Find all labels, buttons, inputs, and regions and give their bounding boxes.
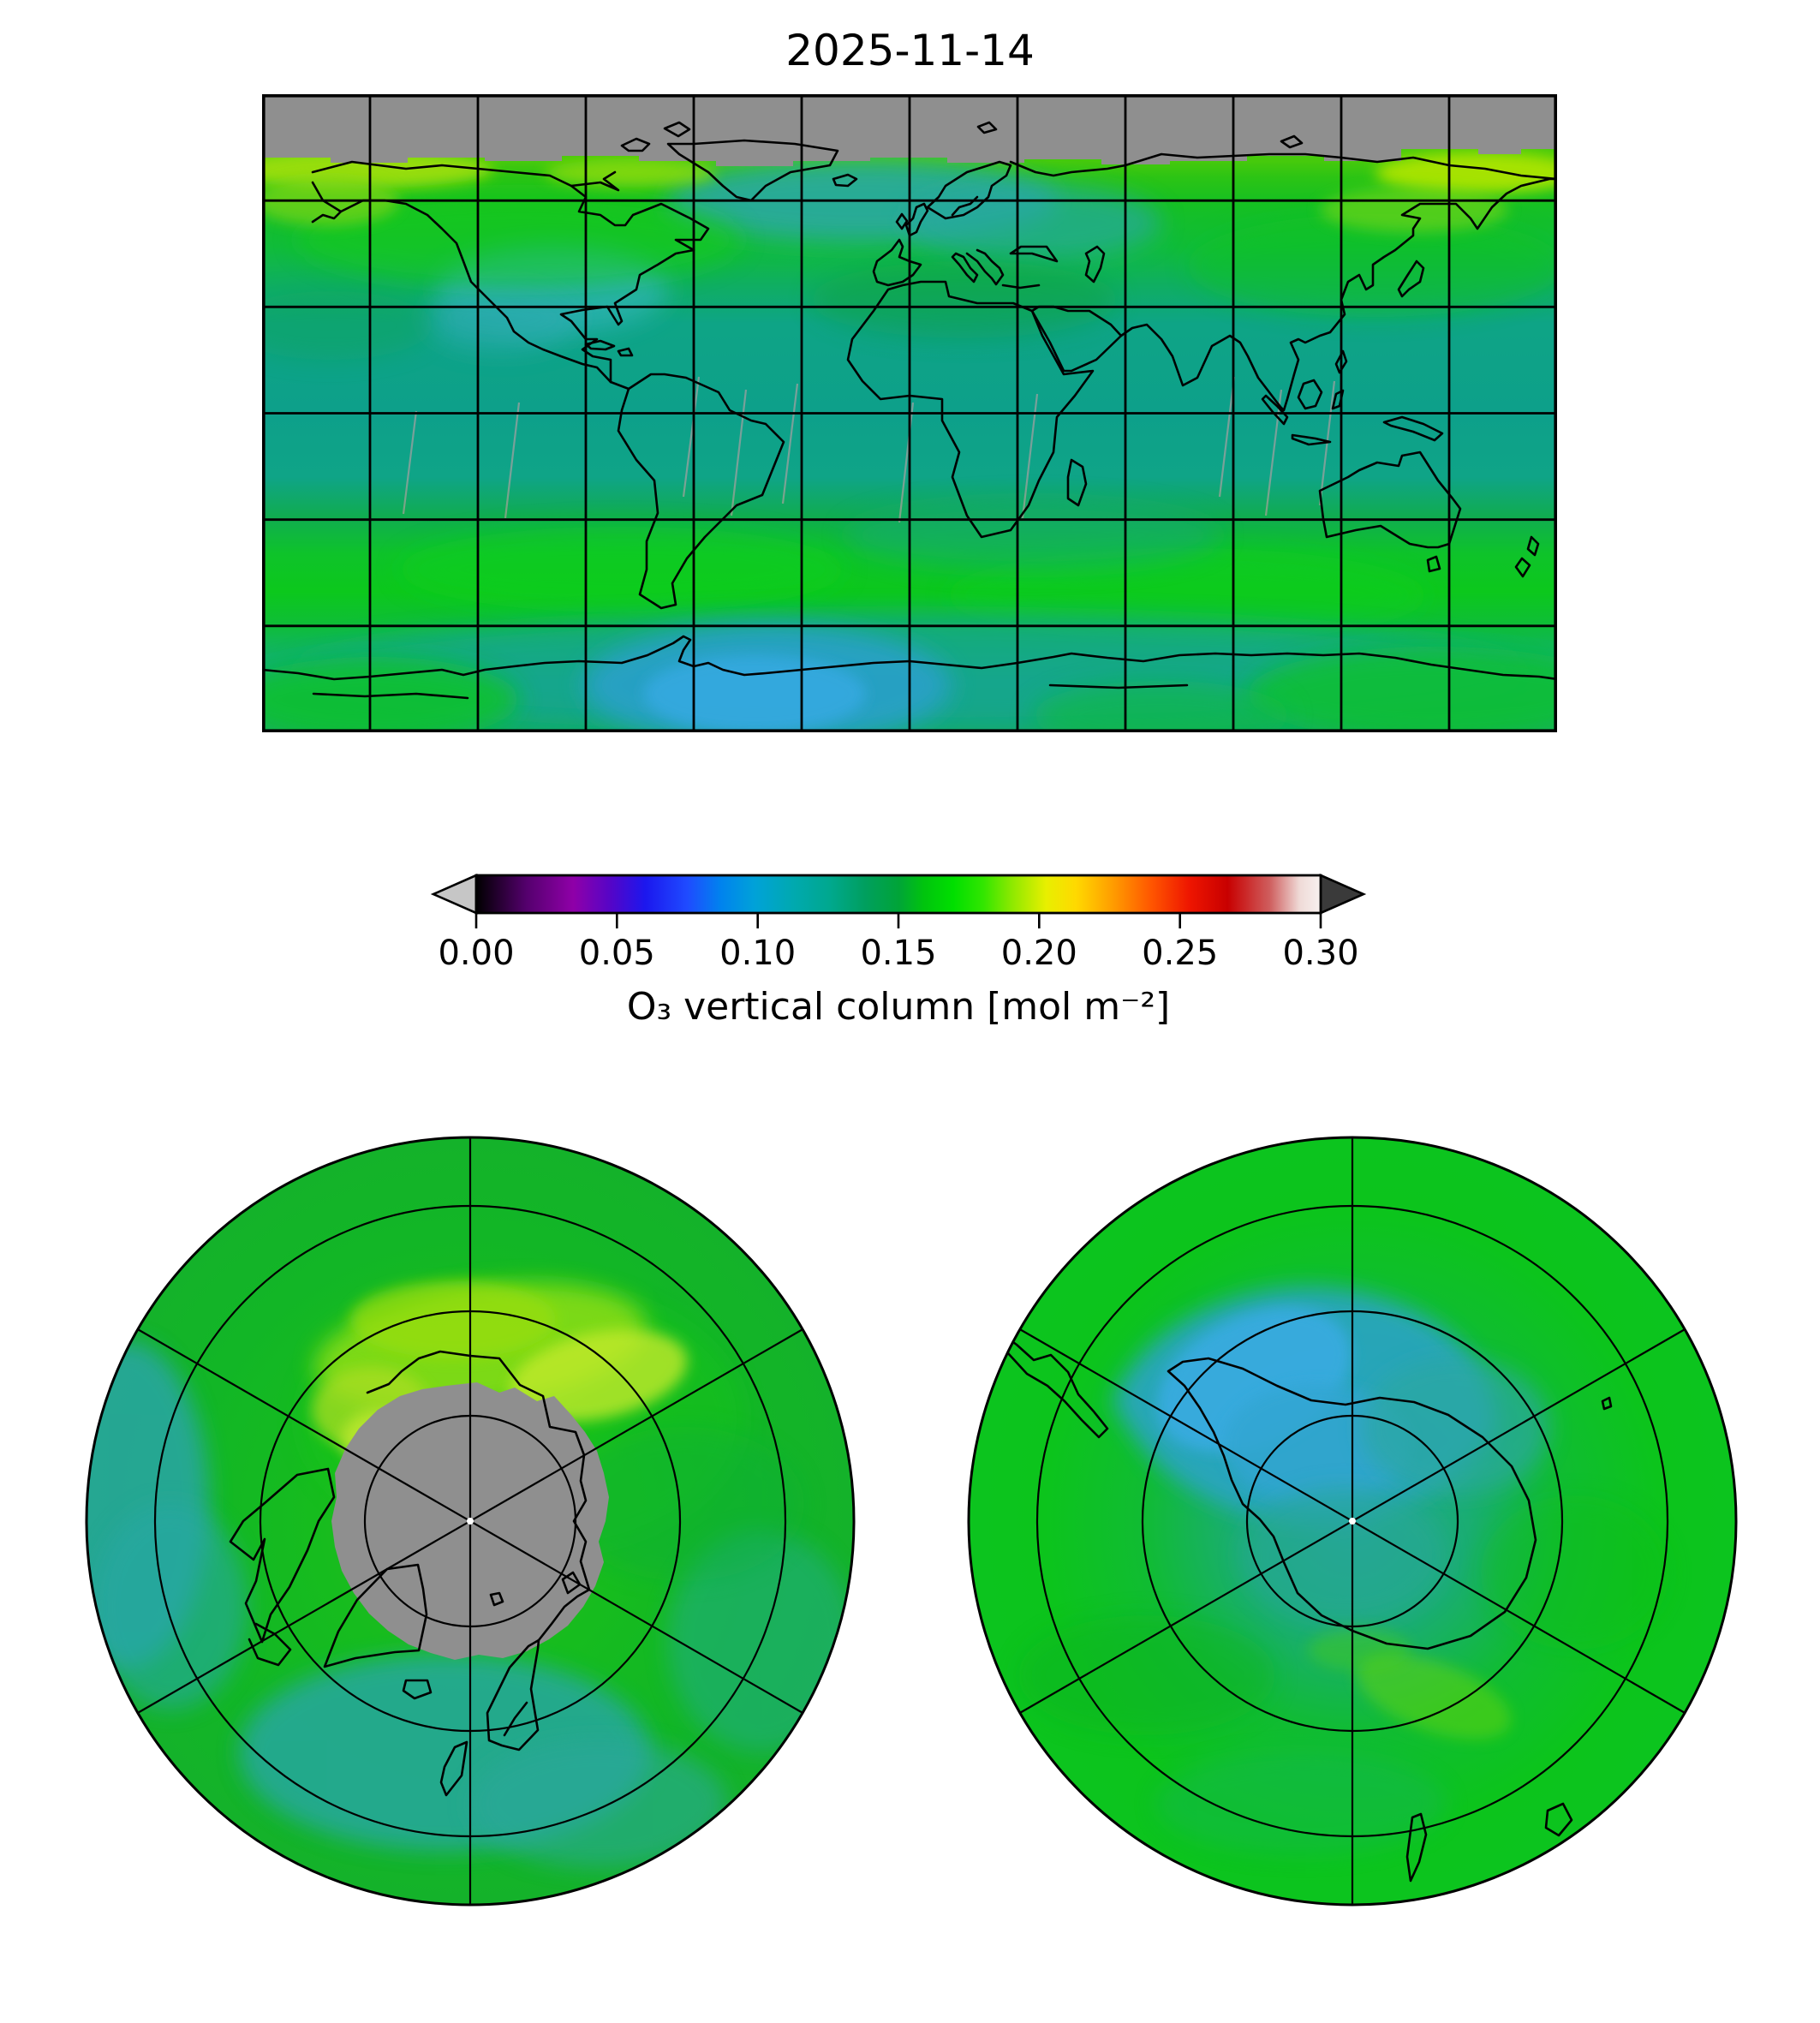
coastline-australia [1318,451,1462,549]
coastline-hispaniola [617,347,634,357]
coastline-sp-antarctica [1167,1357,1537,1650]
coastline-japan [1397,260,1425,298]
colorbar: 0.00 0.05 0.10 0.15 0.20 0.25 0.30 O₃ ve… [430,874,1367,1029]
colorbar-ticks [474,913,1322,928]
coastline-sp-south-america [996,1329,1109,1439]
coastline-black-sea [1009,245,1059,263]
coastline-philippines [1334,349,1348,374]
north-polar-panel [85,1136,856,1907]
coastline-new-guinea [1382,415,1444,442]
coastline-sp-small-island [1601,1396,1613,1411]
coastline-np-greenland [323,1563,428,1668]
figure-title: 2025-11-14 [785,26,1035,75]
coastlines [262,121,1557,700]
coastline-siberia-north [1009,152,1557,181]
coastline-scandinavia [926,160,1012,220]
coastline-cuba [584,339,616,351]
coastline-ireland [895,212,909,230]
coastline-italy [951,252,979,283]
coastline-antarctica [262,635,1557,681]
colorbar-tick-4: 0.20 [1001,934,1077,973]
coastline-south-america [617,373,785,610]
coastline-greece-balkans [965,248,1005,286]
coastline-arctic-islands [620,121,1304,152]
coastline-aleutians [311,210,343,224]
coastline-np-alaska [366,1350,472,1394]
map-anomaly-patches [262,151,1557,732]
coastline-svalbard [976,121,998,134]
coastline-borneo [1297,379,1323,410]
colorbar-tick-5: 0.25 [1142,934,1218,973]
coastline-tasmania [1426,555,1441,573]
north-pole-dot [467,1518,474,1525]
coastline-np-kola [537,1588,591,1642]
colorbar-tick-3: 0.15 [860,934,936,973]
coastline-new-zealand [1514,535,1540,578]
coastline-caspian [1084,245,1106,283]
coastline-south-asia [1119,177,1557,412]
colorbar-tick-1: 0.05 [579,934,655,973]
coastline-np-scandinavia [486,1638,540,1751]
south-polar-panel [967,1136,1738,1907]
coastline-np-baltic [503,1701,528,1737]
colorbar-over-arrow [1319,874,1367,915]
coastline-madagascar [1066,458,1088,507]
coastline-iberia-france [872,238,922,287]
coastline-java [1291,433,1332,446]
coastline-sp-new-zealand [1544,1802,1573,1837]
coastline-arctic-america [311,160,573,188]
north-boundary [85,1136,856,1907]
map-border [262,94,1557,732]
coastline-np-hudson [248,1622,292,1667]
south-coastlines [996,1329,1613,1883]
colorbar-axis-label: O₃ vertical column [mol m⁻²] [627,985,1170,1029]
colorbar-tick-6: 0.30 [1282,934,1358,973]
colorbar-tick-0: 0.00 [438,934,514,973]
south-pole-dot [1349,1518,1356,1525]
coastline-uk [904,202,929,237]
coastline-antarctica-inner [312,683,1189,700]
south-anomaly-patches [1018,1286,1669,1855]
swath-gap-streaks [402,376,1336,523]
coastline-np-iceland [402,1679,433,1700]
colorbar-under-arrow [430,874,478,915]
coastline-np-canada [229,1467,336,1644]
colorbar-tick-2: 0.10 [719,934,796,973]
coastline-iceland [832,173,858,188]
colorbar-gradient-bar [474,874,1322,915]
coastline-greenland [666,139,839,202]
map-graticule [262,94,1557,732]
coastline-sp-island [1405,1812,1428,1883]
south-boundary [967,1136,1738,1907]
coastline-turkey-south [1001,283,1041,289]
coastline-north-america-east [559,170,710,384]
global-map-panel [262,94,1557,732]
coastline-africa [846,280,1095,539]
coastline-sumatra [1261,394,1289,426]
coastline-np-svalbard [489,1591,504,1607]
coastline-np-uk [439,1740,468,1797]
